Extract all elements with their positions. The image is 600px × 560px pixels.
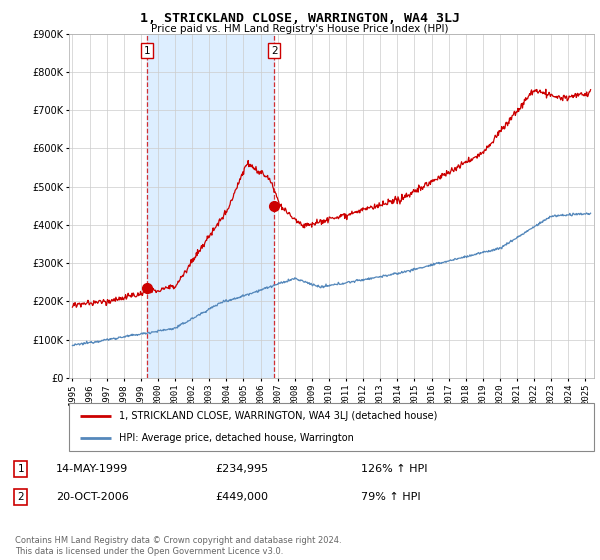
Text: 1: 1: [17, 464, 24, 474]
Text: 14-MAY-1999: 14-MAY-1999: [56, 464, 128, 474]
Text: 1: 1: [144, 46, 151, 56]
Text: 2: 2: [271, 46, 278, 56]
Text: 20-OCT-2006: 20-OCT-2006: [56, 492, 128, 502]
Text: 126% ↑ HPI: 126% ↑ HPI: [361, 464, 428, 474]
Text: 2: 2: [17, 492, 24, 502]
Text: 1, STRICKLAND CLOSE, WARRINGTON, WA4 3LJ: 1, STRICKLAND CLOSE, WARRINGTON, WA4 3LJ: [140, 12, 460, 25]
Text: £449,000: £449,000: [216, 492, 269, 502]
Text: 1, STRICKLAND CLOSE, WARRINGTON, WA4 3LJ (detached house): 1, STRICKLAND CLOSE, WARRINGTON, WA4 3LJ…: [119, 411, 437, 421]
Text: Contains HM Land Registry data © Crown copyright and database right 2024.
This d: Contains HM Land Registry data © Crown c…: [15, 536, 341, 556]
Text: £234,995: £234,995: [216, 464, 269, 474]
Bar: [147, 34, 274, 378]
Text: Price paid vs. HM Land Registry's House Price Index (HPI): Price paid vs. HM Land Registry's House …: [151, 24, 449, 34]
Text: 79% ↑ HPI: 79% ↑ HPI: [361, 492, 421, 502]
Text: HPI: Average price, detached house, Warrington: HPI: Average price, detached house, Warr…: [119, 433, 354, 443]
